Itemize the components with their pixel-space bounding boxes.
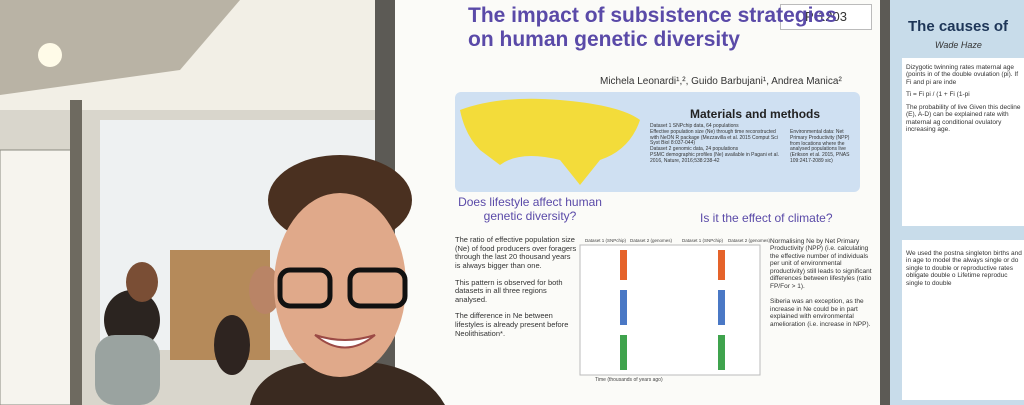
right-poster-author: Wade Haze xyxy=(935,40,982,50)
plot-header: Dataset 1 (SNPchip) xyxy=(585,238,627,243)
person xyxy=(249,266,281,314)
paragraph: Ti = Fi pi / (1 + Fi (1-pi xyxy=(906,91,970,99)
paragraph: Dataset 1 SNPchip data, 64 populations xyxy=(650,123,739,129)
poster-title: The impact of subsistence strategies on … xyxy=(468,4,837,52)
plot-bar xyxy=(620,290,627,325)
materials-text: Dataset 1 SNPchip data, 64 populations E… xyxy=(650,123,780,164)
paragraph: The ratio of effective population size (… xyxy=(455,235,577,270)
plots xyxy=(579,244,761,376)
paragraph: Dataset 2 genomic data, 24 populations xyxy=(650,146,739,152)
pillar xyxy=(70,100,82,405)
question: Is it the effect of climate? xyxy=(700,211,833,225)
plot-bar xyxy=(620,250,627,280)
board-frame xyxy=(880,0,890,405)
plot-header: Dataset 1 (SNPchip) xyxy=(682,238,724,243)
paragraph: The probability of live Given this decli… xyxy=(906,103,1021,134)
poster-number: P-1203 xyxy=(780,4,872,30)
person xyxy=(95,335,160,405)
woman-body xyxy=(250,360,445,405)
paragraph: PSMC demographic profiles (Ne) available… xyxy=(650,151,779,164)
world-map xyxy=(460,98,640,185)
plot-bar xyxy=(718,335,725,370)
plot-bar xyxy=(718,250,725,280)
ceiling-panel xyxy=(0,0,240,95)
axis-label: Time (thousands of years ago) xyxy=(595,377,663,383)
plot-header: Dataset 2 (genomes) xyxy=(728,238,771,243)
left-poster xyxy=(0,149,81,405)
woman-face xyxy=(274,193,406,377)
right-poster-text: We used the postna singleton births and … xyxy=(906,250,1022,287)
paragraph: Dizygotic twinning rates maternal age (p… xyxy=(906,64,1019,86)
authors: Michela Leonardi¹,², Guido Barbujani¹, A… xyxy=(600,76,842,87)
paragraph: Normalising Ne by Net Primary Productivi… xyxy=(770,238,872,290)
text-box xyxy=(902,58,1024,226)
lamp xyxy=(38,43,62,67)
person xyxy=(126,262,158,302)
section-heading: Materials and methods xyxy=(690,107,821,121)
paragraph: Effective population size (Ne) through t… xyxy=(650,128,778,147)
right-poster-text: Dizygotic twinning rates maternal age (p… xyxy=(906,64,1022,134)
plot-bar xyxy=(620,335,627,370)
paragraph: The difference in Ne between lifestyles … xyxy=(455,311,569,338)
text-box xyxy=(902,240,1024,400)
paragraph: This pattern is observed for both datase… xyxy=(455,277,563,304)
right-poster-title: The causes of xyxy=(908,18,1009,35)
left-text: The ratio of effective population size (… xyxy=(455,235,577,338)
smile xyxy=(314,334,376,349)
person xyxy=(214,315,250,375)
glasses xyxy=(277,267,333,309)
plot-bar xyxy=(718,290,725,325)
paragraph: Siberia was an exception, as the increas… xyxy=(770,298,871,328)
plot-header: Dataset 2 (genomes) xyxy=(630,238,673,243)
right-text: Normalising Ne by Net Primary Productivi… xyxy=(770,238,875,328)
glasses xyxy=(347,267,408,309)
question: Does lifestyle affect human genetic dive… xyxy=(458,195,602,223)
environment-text: Environmental data: Net Primary Producti… xyxy=(790,129,850,164)
